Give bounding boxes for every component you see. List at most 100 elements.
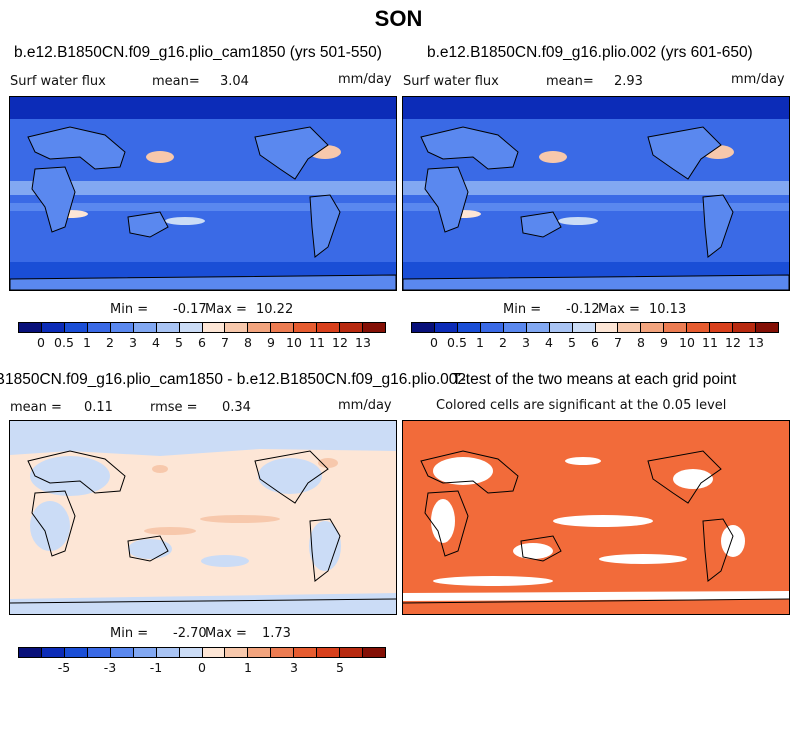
colorbar-tick-label: 3 (290, 660, 298, 675)
colorbar-tick-label: 0 (198, 660, 206, 675)
north-america-shape (254, 126, 329, 180)
colorbar-swatch (87, 323, 111, 332)
colorbar-tick-label: 5 (175, 335, 183, 350)
colorbar-swatch (340, 323, 364, 332)
colorbar-tick-label: 12 (332, 335, 348, 350)
colorbar-tick-label: 5 (336, 660, 344, 675)
map-top-left (9, 96, 397, 291)
colorbar-swatch (156, 648, 180, 657)
colorbar-swatch (664, 323, 688, 332)
colorbar-swatch (526, 323, 550, 332)
colorbar-tick-label: 2 (106, 335, 114, 350)
colorbar-swatch (340, 648, 364, 657)
colorbar-ticks-top-right: 0 0.5 1 2 3 4 5 6 7 8 9 10 11 12 13 (411, 335, 779, 351)
colorbar-swatch (710, 323, 734, 332)
colorbar-swatch (87, 648, 111, 657)
colorbar-swatch (19, 323, 42, 332)
panel-title-bottom-left-text: b.e12.B1850CN.f09_g16.plio_cam1850 - b.e… (0, 371, 466, 388)
colorbar-swatch (271, 323, 295, 332)
mean-value-bottom-left: 0.11 (84, 400, 113, 415)
max-value-top-left: 10.22 (256, 302, 294, 317)
min-value-top-left: -0.17 (173, 302, 207, 317)
colorbar-tick-label: 6 (591, 335, 599, 350)
colorbar-swatch (110, 323, 134, 332)
colorbar-tick-label: 1 (83, 335, 91, 350)
panel-subtitle-bottom-right: Colored cells are significant at the 0.0… (436, 398, 727, 413)
min-label-top-right: Min = (503, 302, 542, 317)
colorbar-tick-label: 8 (637, 335, 645, 350)
africa-shape (31, 166, 76, 233)
max-value-bottom-left: 1.73 (262, 626, 291, 641)
colorbar-swatch (41, 648, 65, 657)
mean-label-top-left: mean= (152, 74, 200, 89)
colorbar-swatch (317, 648, 341, 657)
colorbar-tick-label: 7 (614, 335, 622, 350)
colorbar-swatch (294, 648, 318, 657)
colorbar-tick-label: 11 (309, 335, 325, 350)
colorbar-swatch (248, 648, 272, 657)
colorbar-top-right (411, 322, 779, 333)
rmse-value-bottom-left: 0.34 (222, 400, 251, 415)
panel-title-top-left: b.e12.B1850CN.f09_g16.plio_cam1850 (yrs … (14, 44, 382, 61)
units-bottom-left: mm/day (338, 398, 392, 413)
max-value-top-right: 10.13 (649, 302, 687, 317)
min-value-bottom-left: -2.70 (173, 626, 207, 641)
colorbar-tick-label: 8 (244, 335, 252, 350)
colorbar-swatch (595, 323, 619, 332)
colorbar-swatch (248, 323, 272, 332)
colorbar-tick-label: 0.5 (447, 335, 467, 350)
colorbar-tick-label: 4 (152, 335, 160, 350)
colorbar-swatch (133, 323, 157, 332)
colorbar-swatch (317, 323, 341, 332)
colorbar-tick-label: 13 (355, 335, 371, 350)
colorbar-tick-label: 6 (198, 335, 206, 350)
colorbar-swatch (64, 323, 88, 332)
colorbar-swatch (225, 648, 249, 657)
colorbar-tick-label: 9 (660, 335, 668, 350)
eurasia-shape (27, 126, 126, 170)
min-label-bottom-left: Min = (110, 626, 149, 641)
colorbar-bottom-left (18, 647, 386, 658)
colorbar-swatch (457, 323, 481, 332)
colorbar-tick-label: 0.5 (54, 335, 74, 350)
colorbar-swatch (41, 323, 65, 332)
colorbar-tick-label: 2 (499, 335, 507, 350)
panel-title-top-right: b.e12.B1850CN.f09_g16.plio.002 (yrs 601-… (427, 44, 753, 61)
colorbar-tick-label: -3 (103, 660, 117, 675)
map-top-left-svg (10, 97, 396, 290)
map-top-right-svg (403, 97, 789, 290)
australia-shape (127, 211, 169, 238)
colorbar-swatch (156, 323, 180, 332)
rmse-label-bottom-left: rmse = (150, 400, 198, 415)
colorbar-swatch (19, 648, 42, 657)
itcz-band (10, 181, 396, 195)
max-label-bottom-left: Max = (205, 626, 247, 641)
colorbar-tick-label: -1 (149, 660, 163, 675)
colorbar-tick-label: -5 (57, 660, 71, 675)
colorbar-tick-label: 0 (430, 335, 438, 350)
mean-value-top-left: 3.04 (220, 74, 249, 89)
colorbar-tick-label: 13 (748, 335, 764, 350)
colorbar-swatch (179, 648, 203, 657)
colorbar-swatch (133, 648, 157, 657)
mean-value-top-right: 2.93 (614, 74, 643, 89)
min-value-top-right: -0.12 (566, 302, 600, 317)
colorbar-swatch (110, 648, 134, 657)
colorbar-swatch (294, 323, 318, 332)
colorbar-swatch (733, 323, 757, 332)
colorbar-ticks-bottom-left: -5 -3 -1 0 1 3 5 (18, 660, 386, 676)
colorbar-swatch (641, 323, 665, 332)
kuroshio-high (146, 151, 174, 163)
colorbar-swatch (549, 323, 573, 332)
colorbar-swatch (687, 323, 711, 332)
mean-label-bottom-left: mean = (10, 400, 62, 415)
colorbar-swatch (756, 323, 778, 332)
colorbar-tick-label: 10 (679, 335, 695, 350)
panel-title-bottom-right: T-test of the two means at each grid poi… (452, 371, 737, 388)
colorbar-top-left (18, 322, 386, 333)
map-bottom-right (402, 420, 790, 615)
colorbar-swatch (503, 323, 527, 332)
colorbar-swatch (179, 323, 203, 332)
colorbar-swatch (618, 323, 642, 332)
colorbar-tick-label: 5 (568, 335, 576, 350)
